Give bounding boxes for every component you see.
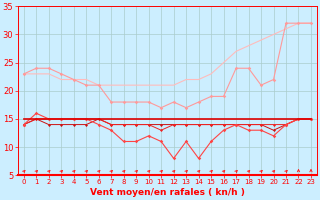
X-axis label: Vent moyen/en rafales ( kn/h ): Vent moyen/en rafales ( kn/h ): [90, 188, 245, 197]
